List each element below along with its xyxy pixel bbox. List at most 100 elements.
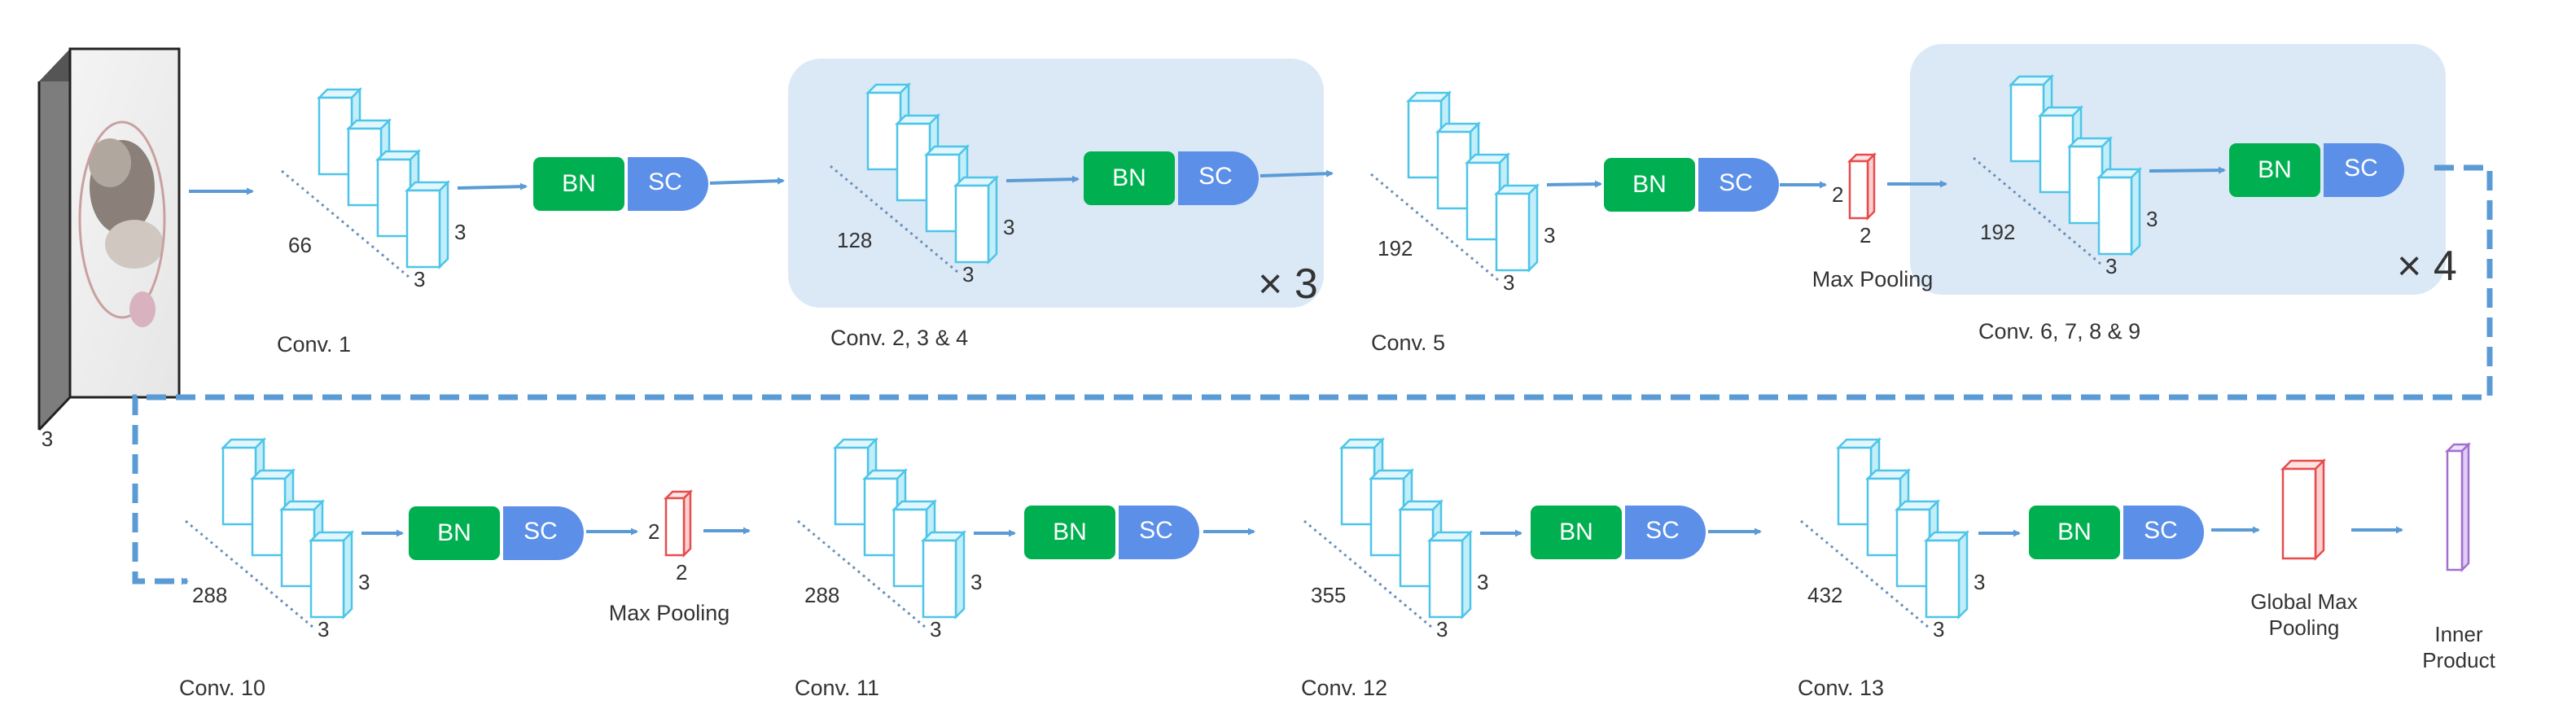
layer-name: Conv. 11 <box>795 676 879 700</box>
pool-front-face <box>1848 160 1869 220</box>
filter-count-label: 128 <box>837 228 872 252</box>
filter-front-face <box>1495 192 1531 272</box>
layer-name: Conv. 6, 7, 8 & 9 <box>1978 319 2140 344</box>
bn-label: BN <box>562 170 596 197</box>
kernel-height-label: 3 <box>2146 207 2158 231</box>
bn-label: BN <box>2057 519 2092 545</box>
row-connector <box>132 164 2493 585</box>
flow-arrow <box>1546 180 1602 188</box>
bn-box <box>1084 151 1175 205</box>
flow-arrow <box>2149 166 2226 174</box>
filter-count-label: 432 <box>1807 583 1842 607</box>
bn-label: BN <box>1632 171 1667 198</box>
layer-name: Conv. 13 <box>1798 676 1884 700</box>
depth-dotted-line <box>797 519 926 628</box>
kernel-height-label: 3 <box>358 570 370 594</box>
gpool-front-face <box>2281 467 2317 560</box>
filter-front-face <box>1399 508 1435 588</box>
kernel-width-label: 3 <box>414 267 425 291</box>
filter-side-face <box>987 174 998 265</box>
bn-label: BN <box>1559 519 1593 545</box>
repeat-count-label: × 4 <box>2397 243 2457 290</box>
kernel-width-label: 3 <box>318 617 329 641</box>
filter-count-label: 288 <box>192 583 227 607</box>
kernel-height-label: 3 <box>1544 223 1555 247</box>
input-image <box>37 47 181 431</box>
filter-front-face <box>309 539 345 619</box>
sc-box <box>2123 506 2204 559</box>
sc-box <box>1178 151 1259 205</box>
sc-label: SC <box>2344 155 2378 182</box>
bn-sc-block: BN SC <box>2029 506 2204 559</box>
kernel-height-label: 3 <box>970 570 982 594</box>
filter-side-face <box>954 529 966 620</box>
bn-sc-block: BN SC <box>409 506 584 560</box>
depth-dotted-line <box>1370 173 1499 282</box>
depth-dotted-line <box>281 169 410 278</box>
filter-stack <box>1303 436 1474 628</box>
flow-arrow <box>457 182 528 190</box>
filter-side-face <box>438 179 449 270</box>
filter-front-face <box>405 189 441 269</box>
sc-box <box>1119 506 1199 559</box>
bn-box <box>533 157 624 211</box>
pool-height-label: 2 <box>1832 182 1843 207</box>
kernel-width-label: 3 <box>1436 617 1448 641</box>
depth-dotted-line <box>1973 156 2101 265</box>
filter-count-label: 355 <box>1311 583 1346 607</box>
filter-front-face <box>1428 539 1464 619</box>
filter-side-face <box>342 529 353 620</box>
flow-arrow <box>709 177 785 185</box>
max-pooling-label: Max Pooling <box>1812 267 1934 291</box>
depth-dotted-line <box>1800 519 1929 628</box>
filter-stack <box>797 436 967 628</box>
filter-stack <box>1370 90 1540 282</box>
filter-front-face <box>925 153 961 233</box>
flow-arrow <box>1260 169 1334 177</box>
global-max-pooling-block <box>2280 458 2327 562</box>
filter-side-face <box>1461 529 1472 620</box>
filter-front-face <box>1436 130 1472 210</box>
sc-label: SC <box>1198 163 1233 190</box>
filter-front-face <box>1866 477 1902 557</box>
bn-box <box>2229 143 2320 197</box>
filter-front-face <box>1340 446 1376 526</box>
input-channels-label: 3 <box>42 427 53 451</box>
filter-stack <box>185 436 355 628</box>
filter-front-face <box>1369 477 1405 557</box>
filter-count-label: 66 <box>288 233 312 257</box>
layer-name: Conv. 5 <box>1371 331 1445 355</box>
sc-label: SC <box>1139 517 1173 544</box>
bn-sc-block: BN SC <box>1531 506 1706 559</box>
max-pooling-block <box>663 488 694 558</box>
flow-arrow <box>1005 175 1080 183</box>
filter-stack <box>830 81 1000 274</box>
bn-label: BN <box>437 519 471 546</box>
filter-side-face <box>1957 529 1969 620</box>
depth-dotted-line <box>185 519 313 628</box>
sc-box <box>503 506 584 560</box>
sc-label: SC <box>524 518 558 545</box>
inner-product-label-line2: Product <box>2422 648 2495 672</box>
kernel-width-label: 3 <box>930 617 941 641</box>
filter-front-face <box>834 446 870 526</box>
pool-front-face <box>664 497 686 557</box>
sc-box <box>2324 143 2404 197</box>
layer-name: Conv. 10 <box>179 676 265 700</box>
filter-front-face <box>1895 508 1931 588</box>
filter-front-face <box>2039 114 2074 194</box>
bn-sc-block: BN SC <box>1024 506 1199 559</box>
kernel-height-label: 3 <box>1974 570 1985 594</box>
filter-front-face <box>2009 83 2045 163</box>
bn-box <box>409 506 500 560</box>
global-max-pooling-label-line2: Pooling <box>2269 615 2340 640</box>
filter-front-face <box>922 539 957 619</box>
max-pooling-block <box>1847 151 1877 221</box>
filter-count-label: 192 <box>1980 220 2015 244</box>
kernel-height-label: 3 <box>454 220 466 244</box>
bn-sc-block: BN SC <box>533 157 708 211</box>
inner-product-block <box>2444 441 2472 573</box>
filter-front-face <box>1465 161 1501 241</box>
bn-label: BN <box>1112 164 1146 191</box>
